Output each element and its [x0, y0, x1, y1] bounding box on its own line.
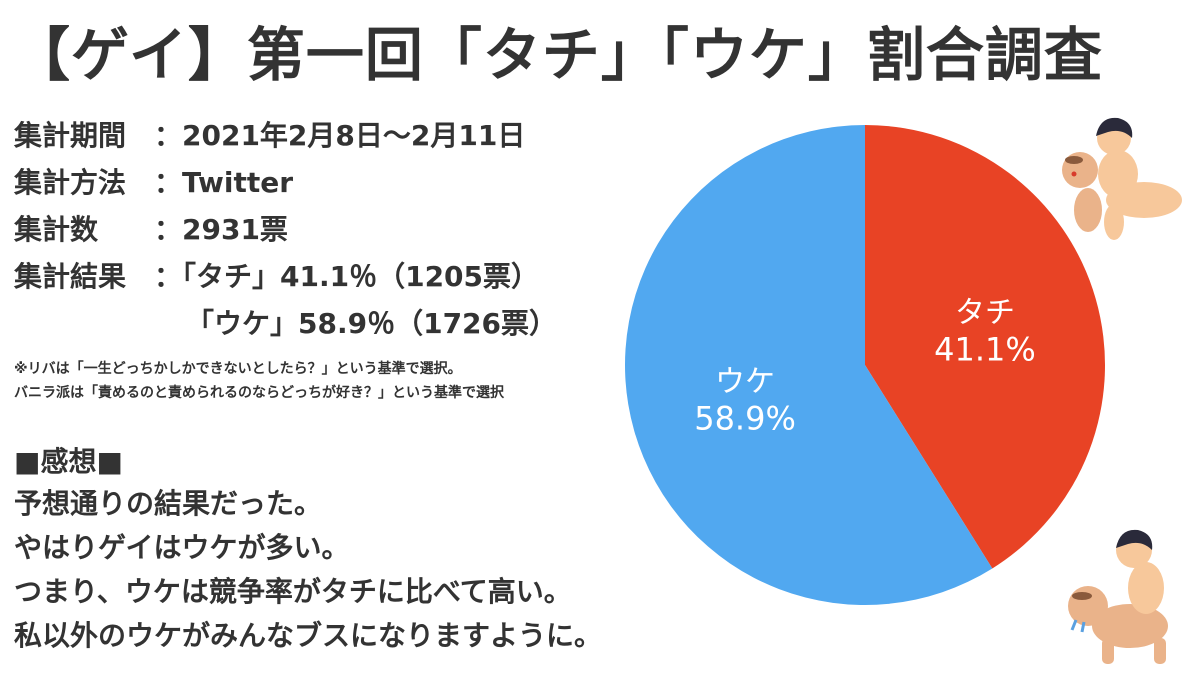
count-label: 集計数	[14, 213, 99, 246]
slice-label-uke: ウケ	[715, 364, 775, 399]
impressions-heading: ■感想■	[14, 445, 123, 478]
note-line-2: バニラ派は「責めるのと責められるのならどっちが好き？」という基準で選択	[14, 385, 504, 401]
impression-line-1: 予想通りの結果だった。	[14, 487, 323, 520]
pie-slice-uke	[625, 125, 993, 605]
method-label: 集計方法	[14, 166, 127, 199]
result-value-uke: 「ウケ」58.9％（1726票）	[186, 307, 558, 340]
result-row-2: 「ウケ」58.9％（1726票）	[14, 300, 557, 347]
slice-value-tachi: 41.1%	[934, 331, 1036, 369]
result-row: 集計結果 ：「タチ」41.1％（1205票）	[14, 253, 557, 300]
slice-value-uke: 58.9%	[694, 399, 796, 437]
period-row: 集計期間 ：2021年2月8日～2月11日	[14, 112, 557, 159]
method-row: 集計方法 ：Twitter	[14, 159, 557, 206]
period-value: ：2021年2月8日～2月11日	[154, 119, 526, 152]
impression-line-2: やはりゲイはウケが多い。	[14, 531, 350, 564]
impression-line-3: つまり、ウケは競争率がタチに比べて高い。	[14, 575, 572, 608]
slice-label-tachi: タチ	[955, 296, 1015, 331]
couple-illustration-icon	[1062, 117, 1182, 240]
impression-line-4: 私以外のウケがみんなブスになりますように。	[14, 619, 603, 652]
method-value: ：Twitter	[154, 166, 294, 199]
result-label: 集計結果	[14, 260, 127, 293]
impressions-section: ■感想■ 予想通りの結果だった。 やはりゲイはウケが多い。 つまり、ウケは競争率…	[14, 442, 602, 658]
pie-slice-tachi	[865, 125, 1106, 569]
survey-info: 集計期間 ：2021年2月8日～2月11日 集計方法 ：Twitter 集計数 ：29…	[14, 112, 557, 347]
page-title: 【ゲイ】第一回「タチ」「ウケ」割合調査	[12, 21, 1103, 89]
couple-illustration-icon	[1068, 529, 1168, 664]
count-value: ：2931票	[154, 213, 288, 246]
period-label: 集計期間	[14, 119, 127, 152]
survey-notes: ※リバは「一生どっちかしかできないとしたら？」という基準で選択。 バニラ派は「責…	[14, 357, 504, 405]
count-row: 集計数 ：2931票	[14, 206, 557, 253]
note-line-1: ※リバは「一生どっちかしかできないとしたら？」という基準で選択。	[14, 361, 462, 377]
result-value-tachi: ：「タチ」41.1％（1205票）	[154, 260, 540, 293]
